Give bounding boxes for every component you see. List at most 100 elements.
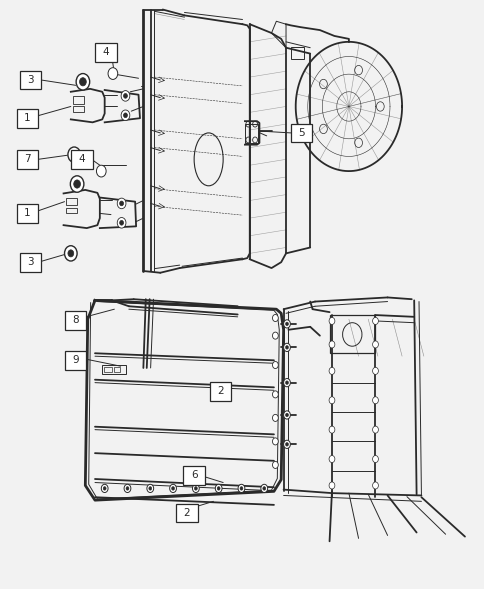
Circle shape [328, 341, 334, 348]
Circle shape [272, 438, 278, 445]
Text: 3: 3 [27, 75, 34, 85]
Circle shape [149, 487, 151, 490]
Bar [329, 315, 375, 353]
Circle shape [372, 455, 378, 462]
Text: 2: 2 [217, 386, 224, 396]
Bar [73, 107, 84, 112]
Circle shape [262, 487, 265, 490]
Text: 6: 6 [190, 471, 197, 481]
Bar [104, 367, 112, 372]
Circle shape [260, 484, 267, 492]
Bar [73, 96, 84, 104]
Circle shape [272, 362, 278, 369]
Circle shape [285, 322, 288, 326]
Circle shape [79, 78, 86, 86]
Circle shape [194, 487, 197, 490]
Text: 8: 8 [72, 315, 79, 325]
Circle shape [74, 180, 80, 188]
Circle shape [147, 484, 153, 492]
FancyBboxPatch shape [16, 204, 38, 223]
Circle shape [123, 94, 127, 98]
Circle shape [123, 113, 127, 118]
Text: 9: 9 [72, 355, 79, 365]
Circle shape [372, 368, 378, 375]
Text: 4: 4 [103, 47, 109, 57]
Circle shape [217, 487, 220, 490]
Bar [290, 47, 304, 59]
FancyBboxPatch shape [210, 382, 231, 401]
Circle shape [372, 397, 378, 404]
Circle shape [117, 217, 126, 228]
Circle shape [328, 397, 334, 404]
Circle shape [285, 346, 288, 349]
Circle shape [283, 379, 290, 387]
Circle shape [120, 201, 123, 206]
Circle shape [68, 250, 74, 257]
Circle shape [272, 461, 278, 468]
Bar [66, 197, 77, 204]
Circle shape [64, 246, 77, 261]
Circle shape [96, 166, 106, 177]
Circle shape [240, 487, 242, 490]
Circle shape [328, 482, 334, 489]
Text: 7: 7 [24, 154, 30, 164]
Circle shape [328, 368, 334, 375]
Circle shape [285, 413, 288, 417]
Bar [245, 124, 257, 143]
FancyBboxPatch shape [176, 504, 197, 522]
Circle shape [68, 147, 80, 163]
Circle shape [117, 198, 126, 209]
Circle shape [121, 91, 130, 101]
Circle shape [283, 411, 290, 419]
Text: 3: 3 [27, 257, 34, 267]
Circle shape [108, 68, 118, 80]
FancyBboxPatch shape [16, 109, 38, 128]
Circle shape [328, 426, 334, 433]
Circle shape [121, 110, 130, 121]
FancyBboxPatch shape [65, 311, 86, 330]
Circle shape [372, 482, 378, 489]
Circle shape [272, 332, 278, 339]
Circle shape [169, 484, 176, 492]
Circle shape [70, 176, 84, 192]
Circle shape [124, 484, 131, 492]
Circle shape [103, 487, 106, 490]
Text: 5: 5 [298, 128, 304, 138]
Text: 1: 1 [24, 209, 30, 219]
FancyBboxPatch shape [290, 124, 312, 143]
Circle shape [272, 415, 278, 421]
Circle shape [238, 484, 244, 492]
Text: 4: 4 [78, 154, 85, 164]
FancyBboxPatch shape [71, 150, 92, 169]
Circle shape [272, 315, 278, 322]
Text: 2: 2 [183, 508, 190, 518]
Circle shape [283, 320, 290, 328]
Circle shape [71, 151, 77, 158]
Bar [102, 365, 126, 374]
Circle shape [285, 381, 288, 385]
Circle shape [328, 455, 334, 462]
Text: 1: 1 [24, 113, 30, 123]
Circle shape [283, 343, 290, 352]
FancyBboxPatch shape [20, 253, 41, 272]
FancyBboxPatch shape [95, 43, 117, 62]
Bar [114, 367, 120, 372]
FancyBboxPatch shape [65, 351, 86, 370]
Circle shape [285, 442, 288, 446]
Circle shape [272, 391, 278, 398]
Circle shape [120, 220, 123, 225]
Circle shape [171, 487, 174, 490]
FancyBboxPatch shape [16, 150, 38, 169]
Circle shape [372, 426, 378, 433]
Circle shape [283, 440, 290, 448]
Circle shape [101, 484, 108, 492]
Circle shape [328, 317, 334, 325]
Circle shape [215, 484, 222, 492]
FancyBboxPatch shape [183, 466, 204, 485]
Bar [66, 207, 77, 213]
FancyBboxPatch shape [20, 71, 41, 90]
Circle shape [372, 341, 378, 348]
Circle shape [126, 487, 129, 490]
Circle shape [76, 74, 90, 90]
Circle shape [192, 484, 199, 492]
